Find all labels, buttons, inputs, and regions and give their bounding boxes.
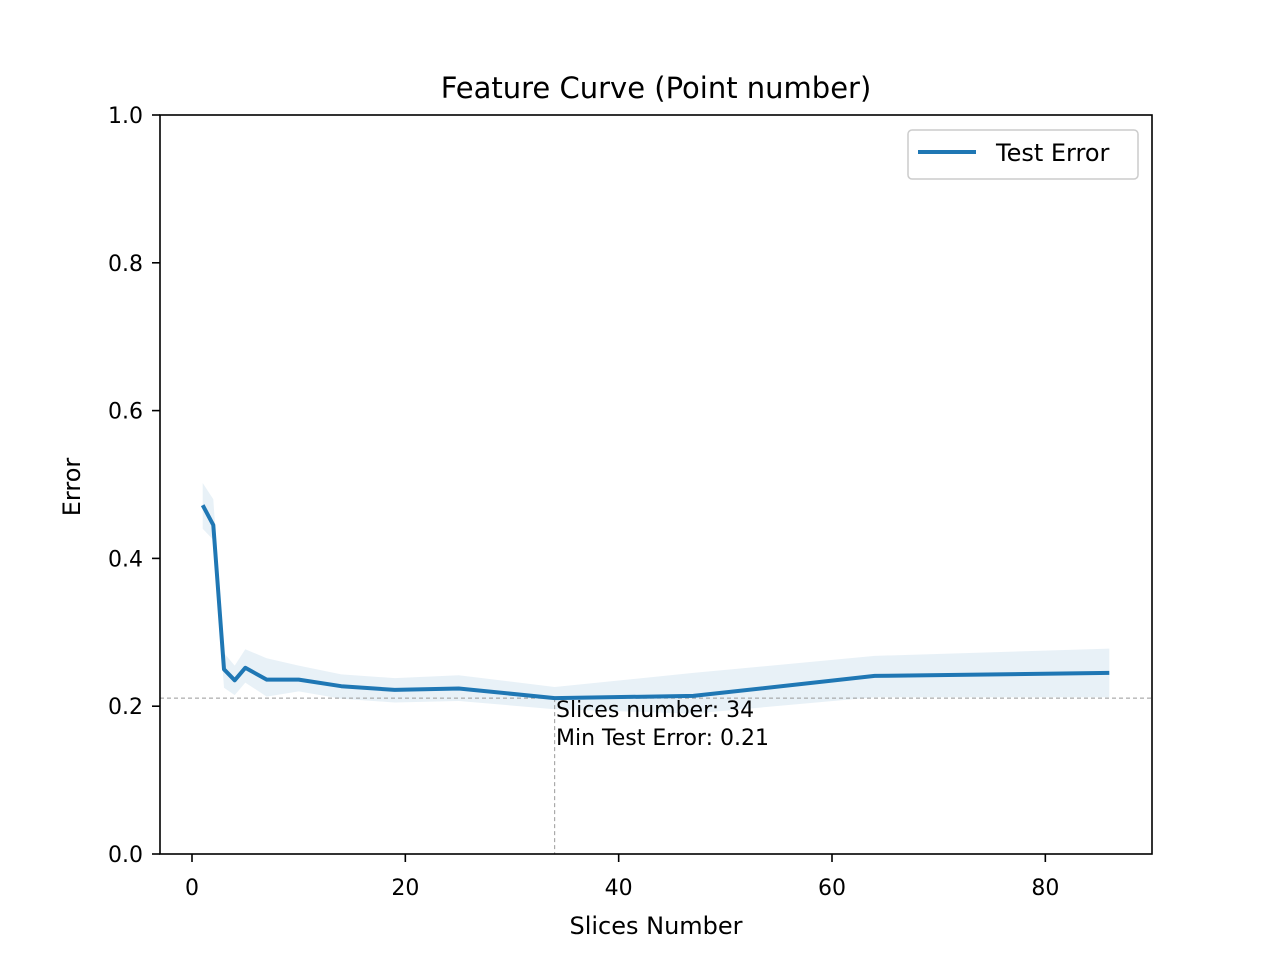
error-band [202,483,1110,714]
x-tick-label: 20 [391,876,419,901]
y-axis-ticks: 0.0 0.2 0.4 0.6 0.8 1.0 [108,104,160,868]
x-axis-label: Slices Number [569,912,742,940]
y-tick-label: 0.2 [108,695,143,720]
series-line-layer [200,504,1110,701]
legend-box [907,129,1139,180]
plot-frame [159,114,1153,855]
x-axis-ticks: 0 20 40 60 80 [185,854,1059,901]
annotation-line-1: Slices number: 34 [556,698,754,723]
legend: Test Error [907,129,1139,180]
error-band-layer [202,483,1110,714]
y-tick-label: 0.4 [108,547,143,572]
series-line-test-error [200,504,1110,701]
chart-title: Feature Curve (Point number) [441,71,872,105]
y-axis-label: Error [58,458,86,517]
y-tick-label: 0.6 [108,400,143,425]
x-tick-label: 0 [185,876,199,901]
y-tick-label: 0.0 [108,843,143,868]
annotation-line-2: Min Test Error: 0.21 [556,726,769,751]
x-tick-label: 80 [1031,876,1059,901]
min-annotation: Slices number: 34 Min Test Error: 0.21 [556,698,769,751]
reference-lines [160,697,1152,854]
plot-area [160,483,1152,854]
y-tick-label: 1.0 [108,104,143,129]
legend-label-test-error: Test Error [995,139,1110,167]
y-tick-label: 0.8 [108,252,143,277]
x-tick-label: 60 [818,876,846,901]
x-tick-label: 40 [605,876,633,901]
